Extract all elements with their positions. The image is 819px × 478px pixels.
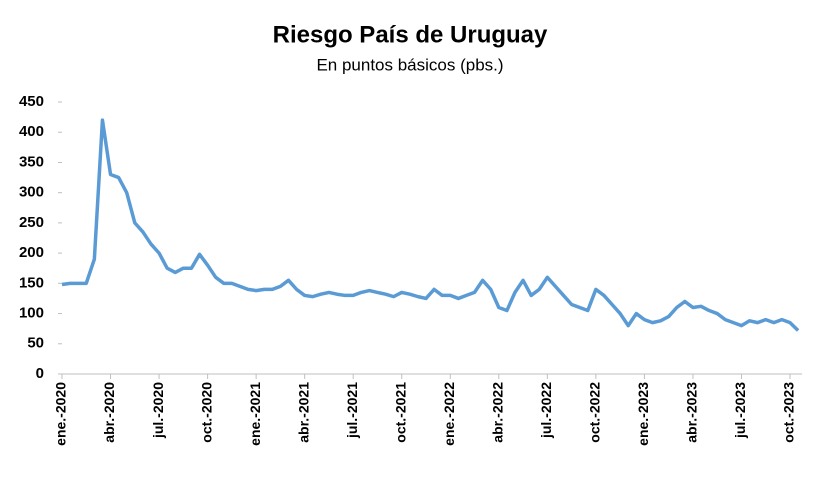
x-tick-label: jul.-2020 [150, 382, 166, 439]
y-tick-label: 300 [19, 184, 44, 201]
x-tick-label: oct.-2021 [392, 382, 408, 443]
y-tick-label: 150 [19, 274, 44, 291]
x-tick-label: ene.-2020 [53, 382, 69, 446]
x-tick-label: jul.-2023 [732, 382, 748, 439]
y-tick-label: 0 [36, 365, 44, 382]
x-tick-label: oct.-2020 [198, 382, 214, 443]
y-tick-label: 250 [19, 214, 44, 231]
x-tick-label: abr.-2022 [490, 382, 506, 443]
chart-title: Riesgo País de Uruguay [273, 21, 548, 48]
y-tick-label: 350 [19, 153, 44, 170]
y-tick-label: 100 [19, 305, 44, 322]
x-tick-label: jul.-2021 [344, 382, 360, 439]
series-line [61, 118, 800, 332]
x-tick-label: ene.-2021 [247, 382, 263, 446]
y-tick-label: 450 [19, 93, 44, 110]
x-tick-label: oct.-2022 [587, 382, 603, 443]
x-tick-label: ene.-2022 [441, 382, 457, 446]
x-tick-label: abr.-2023 [684, 382, 700, 443]
x-tick-label: ene.-2023 [635, 382, 651, 446]
x-tick-label: jul.-2022 [538, 382, 554, 439]
y-tick-label: 50 [27, 335, 44, 352]
chart-subtitle: En puntos básicos (pbs.) [316, 55, 503, 74]
x-tick-label: oct.-2023 [781, 382, 797, 443]
y-tick-label: 200 [19, 244, 44, 261]
x-tick-label: abr.-2020 [101, 382, 117, 443]
y-tick-label: 400 [19, 123, 44, 140]
x-tick-label: abr.-2021 [295, 382, 311, 443]
